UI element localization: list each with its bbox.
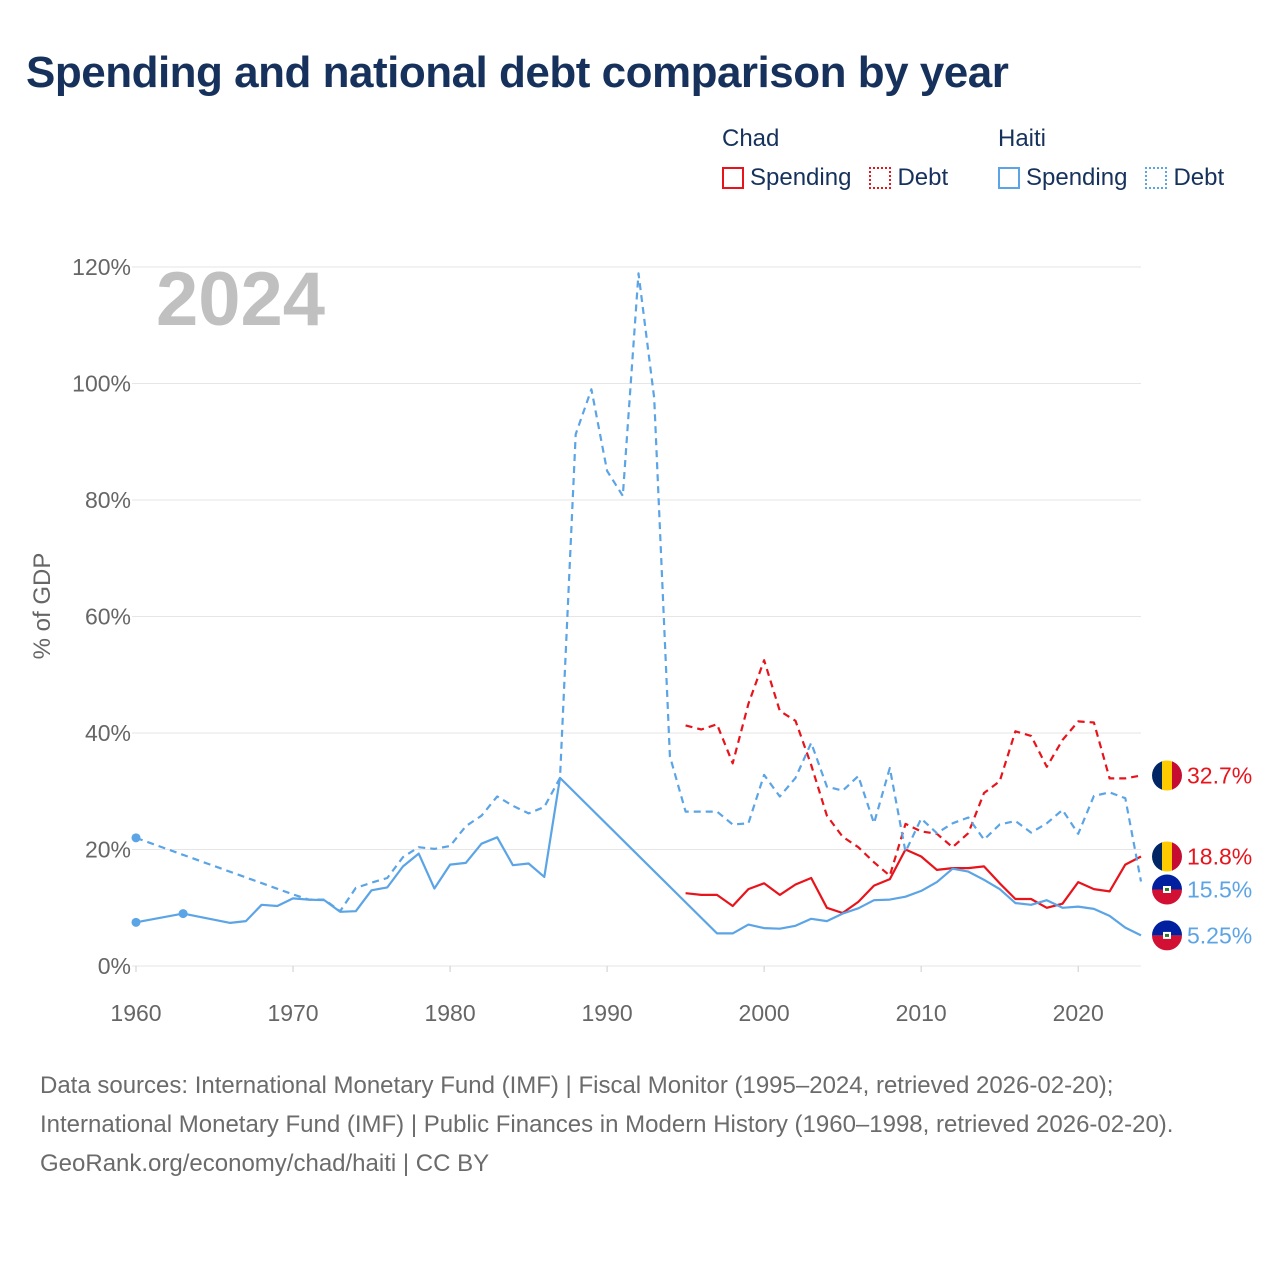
legend-swatch-solid	[722, 167, 744, 189]
end-value-label: 15.5%	[1187, 876, 1252, 902]
data-sources: Data sources: International Monetary Fun…	[40, 1072, 1174, 1138]
series-line-chad-spending[interactable]	[685, 848, 1142, 915]
y-tick-label: 60%	[85, 604, 131, 630]
series-layer	[135, 272, 1143, 937]
x-tick-label: 2000	[739, 1000, 790, 1026]
y-tick-label: 120%	[72, 254, 131, 280]
legend-group-label: Haiti	[998, 125, 1047, 152]
y-axis-label: % of GDP	[29, 553, 56, 660]
series-line-haiti-debt[interactable]	[135, 272, 1143, 913]
series-line-haiti-spending[interactable]	[135, 776, 1142, 937]
legend-item-label: Spending	[1026, 164, 1128, 191]
data-point-marker[interactable]	[131, 917, 141, 927]
x-tick-label: 1960	[110, 1000, 161, 1026]
x-tick-label: 1990	[582, 1000, 633, 1026]
x-tick-label: 1970	[267, 1000, 318, 1026]
y-axis-ticks: 0% 20% 40% 60% 80% 100% 120%	[72, 254, 131, 979]
end-value-label: 5.25%	[1187, 922, 1252, 948]
end-value-label: 18.8%	[1187, 843, 1252, 869]
series-line-chad-debt[interactable]	[685, 659, 1142, 877]
x-tick-label: 1980	[424, 1000, 475, 1026]
footer: Data sources: International Monetary Fun…	[40, 1066, 1240, 1183]
legend-swatch-dotted	[869, 167, 892, 189]
legend-swatch-dotted	[1145, 167, 1168, 189]
legend-item-chad-spending[interactable]: Spending	[722, 164, 851, 192]
x-tick-label: 2010	[896, 1000, 947, 1026]
legend-group-chad: Chad Spending Debt	[722, 122, 948, 192]
y-tick-label: 0%	[98, 953, 131, 979]
x-tick-label: 2020	[1053, 1000, 1104, 1026]
end-label-haiti-spending: 5.25%	[1152, 920, 1252, 951]
point-markers	[131, 833, 188, 927]
legend-item-label: Debt	[897, 164, 949, 191]
legend-item-haiti-spending[interactable]: Spending	[998, 164, 1127, 192]
legend-item-label: Spending	[750, 164, 852, 191]
haiti-flag-icon	[1152, 920, 1182, 951]
end-label-chad-debt: 32.7%	[1152, 760, 1252, 791]
x-axis-ticks: 1960 1970 1980 1990 2000 2010 2020	[110, 966, 1104, 1026]
legend-group-label: Chad	[722, 125, 780, 152]
chart-title: Spending and national debt comparison by…	[26, 48, 1009, 97]
end-label-chad-spending: 18.8%	[1152, 841, 1252, 872]
end-labels: 32.7% 18.8% 15.5% 5.25%	[1152, 760, 1252, 951]
end-label-haiti-debt: 15.5%	[1152, 874, 1252, 905]
chad-flag-icon	[1152, 760, 1182, 791]
y-tick-label: 80%	[85, 487, 131, 513]
y-tick-label: 100%	[72, 371, 131, 397]
legend-item-label: Debt	[1173, 164, 1225, 191]
grid-lines	[132, 266, 1141, 967]
year-watermark: 2024	[156, 257, 325, 342]
y-tick-label: 40%	[85, 720, 131, 746]
data-point-marker[interactable]	[131, 833, 141, 843]
credit-line: GeoRank.org/economy/chad/haiti | CC BY	[40, 1150, 490, 1177]
legend-swatch-solid	[998, 167, 1020, 189]
haiti-flag-icon	[1152, 874, 1182, 905]
legend-group-haiti: Haiti Spending Debt	[998, 122, 1224, 192]
chad-flag-icon	[1152, 841, 1182, 872]
legend-item-haiti-debt[interactable]: Debt	[1145, 164, 1224, 192]
y-tick-label: 20%	[85, 837, 131, 863]
legend-item-chad-debt[interactable]: Debt	[869, 164, 948, 192]
end-value-label: 32.7%	[1187, 763, 1252, 789]
data-point-marker[interactable]	[178, 909, 188, 919]
